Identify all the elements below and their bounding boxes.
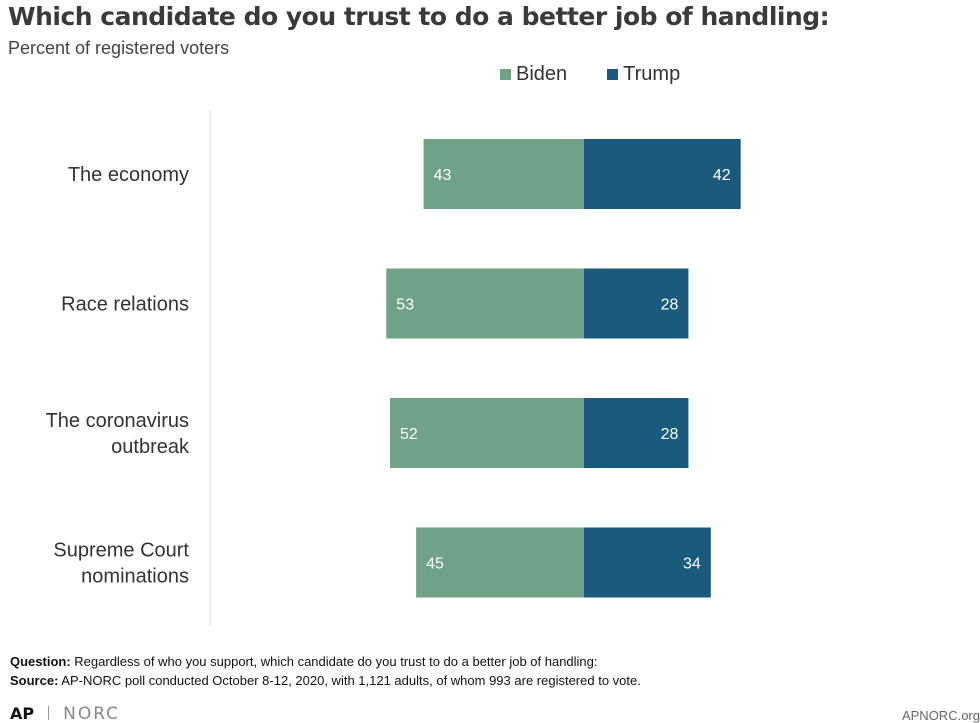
logo-divider — [48, 706, 50, 720]
data-label-trump: 28 — [661, 297, 679, 314]
bar-trump — [584, 268, 689, 339]
category-label: Supreme Court — [53, 540, 189, 562]
bar-chart: 43 42 The economy 53 28 Race relations 52 28 The… — [46, 110, 741, 626]
bar-biden — [416, 527, 584, 598]
category-label: nominations — [81, 566, 189, 588]
legend-item-trump: Trump — [607, 63, 680, 86]
data-label-biden: 52 — [400, 426, 418, 443]
legend-item-biden: Biden — [500, 63, 567, 86]
legend-label-trump: Trump — [623, 63, 681, 85]
bar-biden — [390, 398, 584, 468]
footer-question: Question: Regardless of who you support,… — [10, 652, 641, 671]
data-label-biden: 45 — [426, 556, 444, 573]
legend-label-biden: Biden — [516, 63, 568, 85]
data-label-trump: 28 — [661, 426, 679, 443]
legend: Biden Trump — [500, 63, 680, 86]
bar-trump — [584, 398, 689, 468]
legend-swatch-trump — [607, 69, 619, 80]
data-label-biden: 53 — [396, 297, 414, 314]
site-url: APNORC.org — [901, 708, 980, 723]
bar-biden — [423, 139, 584, 209]
bar-trump — [584, 139, 741, 209]
bar-trump — [584, 527, 711, 598]
chart-footer: Question: Regardless of who you support,… — [10, 652, 641, 690]
source-text: AP-NORC poll conducted October 8-12, 202… — [58, 673, 641, 688]
data-label-biden: 43 — [434, 167, 452, 184]
logo-norc: NORC — [63, 706, 121, 720]
question-label: Question: — [10, 654, 71, 669]
data-label-trump: 34 — [683, 556, 701, 573]
chart-title: Which candidate do you trust to do a bet… — [8, 2, 830, 31]
category-label: The economy — [68, 164, 189, 186]
category-label: Race relations — [61, 294, 189, 316]
question-text: Regardless of who you support, which can… — [70, 654, 598, 669]
legend-swatch-biden — [500, 69, 511, 80]
footer-source: Source: AP-NORC poll conducted October 8… — [10, 671, 641, 690]
category-label: The coronavirus — [46, 410, 189, 432]
data-label-trump: 42 — [713, 167, 731, 184]
chart-subtitle: Percent of registered voters — [8, 38, 230, 58]
category-label: outbreak — [111, 436, 190, 458]
source-label: Source: — [10, 673, 59, 688]
ap-norc-logo: AP NORC — [10, 706, 120, 720]
bar-biden — [386, 268, 584, 339]
logo-ap: AP — [10, 706, 35, 720]
